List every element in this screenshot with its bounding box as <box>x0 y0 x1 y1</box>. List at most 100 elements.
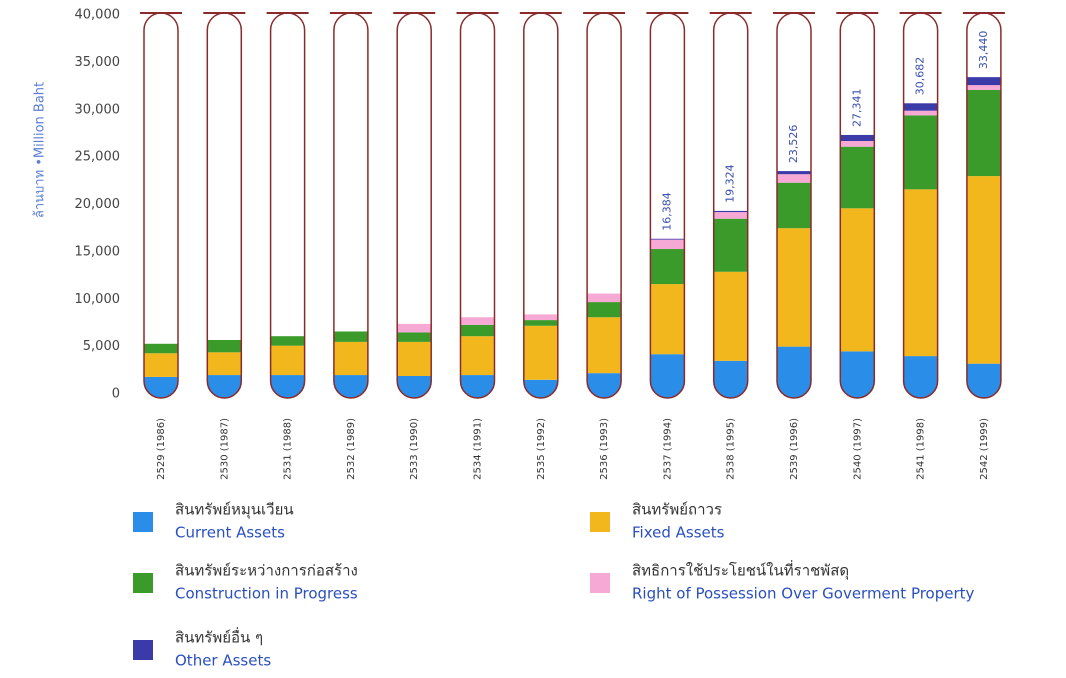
bar-segment <box>777 171 811 175</box>
stack <box>713 210 748 398</box>
bar-segment <box>460 336 495 376</box>
y-tick-label: 40,000 <box>75 8 121 23</box>
total-label: 30,682 <box>914 57 927 96</box>
bar-segment <box>903 189 938 357</box>
total-label: 33,440 <box>977 31 990 70</box>
legend-label-en: Current Assets <box>175 524 285 542</box>
y-tick-label: 20,000 <box>75 197 121 212</box>
stack <box>270 336 305 398</box>
bar-segment <box>270 375 305 398</box>
stack <box>777 171 811 398</box>
y-tick-label: 10,000 <box>75 292 121 307</box>
bar-segment <box>144 343 178 354</box>
bar-segment <box>397 323 432 333</box>
legend-label: สิทธิการใช้ประโยชน์ในที่ราชพัสดุ <box>632 560 849 581</box>
stack <box>840 134 875 398</box>
stack <box>587 293 622 398</box>
x-tick-label: 2538 (1995) <box>726 418 737 480</box>
x-tick-label: 2536 (1993) <box>599 418 610 480</box>
x-tick-label: 2532 (1989) <box>346 418 357 480</box>
x-tick-label: 2531 (1988) <box>283 418 294 480</box>
bar-segment <box>397 341 432 376</box>
bar-segment <box>144 353 178 377</box>
legend-label: สินทรัพย์อื่น ๆ <box>175 627 263 647</box>
bar-segment <box>840 351 875 398</box>
total-label: 19,324 <box>724 164 737 203</box>
x-tick-label: 2534 (1991) <box>473 418 484 480</box>
stack <box>966 77 1001 398</box>
legend-label: สินทรัพย์หมุนเวียน <box>175 501 294 520</box>
bar-segment <box>840 208 875 352</box>
bar-segment <box>966 363 1001 398</box>
x-tick-label: 2541 (1998) <box>916 418 927 480</box>
bar-segment <box>840 134 875 142</box>
x-tick-label: 2530 (1987) <box>219 418 230 480</box>
legend-label: สินทรัพย์ระหว่างการก่อสร้าง <box>175 562 358 580</box>
legend-swatch <box>590 573 610 593</box>
bar-segment <box>966 85 1001 90</box>
bar-segment <box>587 317 622 374</box>
bar-segment <box>650 239 685 250</box>
bar-segment <box>207 352 242 376</box>
bar-segment <box>397 375 432 398</box>
bar-segment <box>777 174 811 183</box>
x-tick-label: 2540 (1997) <box>852 418 863 480</box>
tube <box>143 12 179 399</box>
bar-segment <box>523 314 558 321</box>
legend-label-en: Construction in Progress <box>175 585 358 603</box>
bar-segment <box>777 228 811 347</box>
total-label: 23,526 <box>787 125 800 164</box>
legend-label-en: Other Assets <box>175 652 271 670</box>
y-tick-label: 15,000 <box>75 244 121 259</box>
legend-label: สินทรัพย์ถาวร <box>632 501 722 519</box>
bar-segment <box>903 110 938 116</box>
stack <box>523 314 558 398</box>
legend-label-en: Fixed Assets <box>632 524 725 542</box>
bar-segment <box>903 103 938 111</box>
bar-segment <box>903 115 938 190</box>
bar-segment <box>777 346 811 398</box>
bar-segment <box>270 336 305 346</box>
stack <box>397 323 432 398</box>
bar-segment <box>460 317 495 325</box>
legend-label-en: Right of Possession Over Goverment Prope… <box>632 585 975 603</box>
bar-segment <box>713 210 748 213</box>
bar-segment <box>650 249 685 285</box>
bar-segment <box>650 284 685 355</box>
bar-segment <box>966 89 1001 177</box>
bar-segment <box>587 302 622 318</box>
legend-swatch <box>133 640 153 660</box>
bar-segment <box>587 373 622 398</box>
bar-segment <box>523 325 558 380</box>
bar-segment <box>966 176 1001 364</box>
y-tick-label: 0 <box>112 387 120 402</box>
bar-segment <box>713 212 748 219</box>
stack <box>903 103 938 398</box>
y-axis-label: ล้านบาท •Million Baht <box>33 82 48 218</box>
x-tick-label: 2537 (1994) <box>662 418 673 480</box>
bar-segment <box>650 354 685 398</box>
bar-segment <box>460 324 495 337</box>
bar-segment <box>333 341 368 376</box>
bar-segment <box>650 238 685 240</box>
x-tick-label: 2535 (1992) <box>536 418 547 480</box>
stack <box>333 331 368 398</box>
stack <box>144 343 178 398</box>
total-label: 16,384 <box>660 192 673 231</box>
bar-segment <box>713 271 748 361</box>
bar-segment <box>713 218 748 272</box>
bar-segment <box>333 331 368 342</box>
x-tick-label: 2533 (1990) <box>409 418 420 480</box>
y-tick-label: 5,000 <box>83 339 120 354</box>
bar-segment <box>397 332 432 342</box>
bar-segment <box>333 375 368 398</box>
y-tick-label: 30,000 <box>75 102 121 117</box>
stack <box>207 339 242 398</box>
legend-swatch <box>590 512 610 532</box>
stack <box>460 317 495 398</box>
bar-segment <box>523 320 558 326</box>
bar-segment <box>207 375 242 398</box>
x-tick-label: 2542 (1999) <box>979 418 990 480</box>
legend-swatch <box>133 512 153 532</box>
